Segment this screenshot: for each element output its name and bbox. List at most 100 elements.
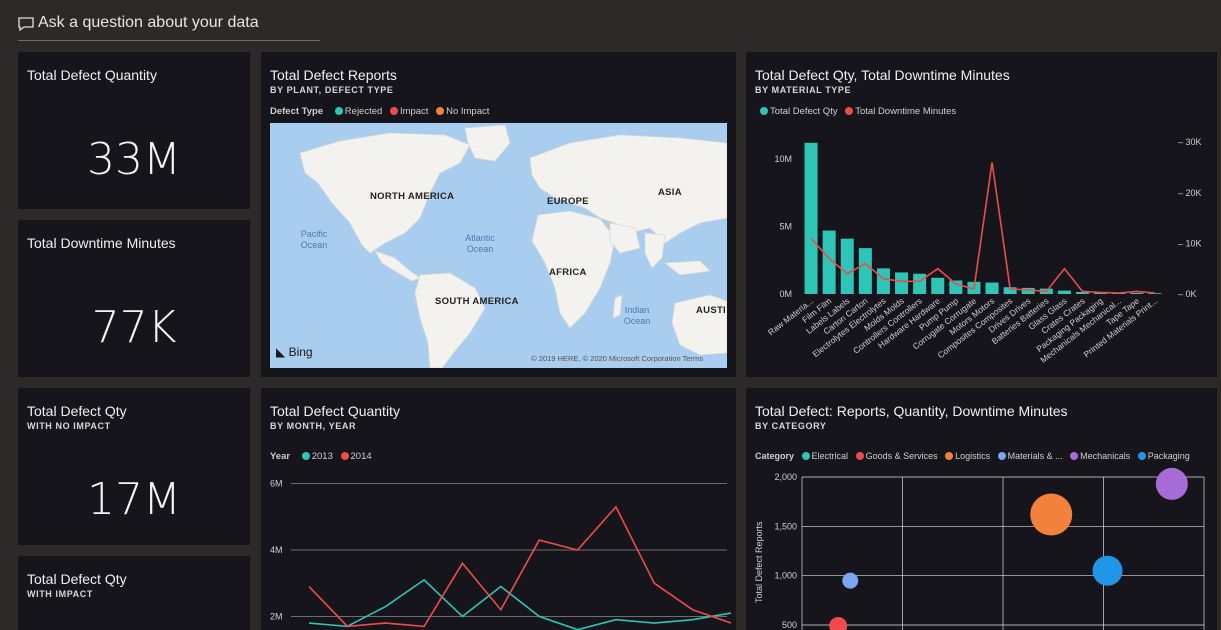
category-chart-tile[interactable]: Total Defect: Reports, Quantity, Downtim…	[746, 388, 1217, 630]
bubble	[829, 616, 848, 630]
continent-label: AUSTI	[696, 305, 726, 316]
y-tick-right: – 10K	[1178, 238, 1202, 248]
scatter-chart[interactable]: 2,000 1,500 1,000 500 Total Defect Reports	[746, 388, 1217, 630]
continent-label: SOUTH AMERICA	[435, 296, 519, 307]
legend-dot	[945, 452, 954, 460]
month-chart-tile[interactable]: Total Defect Quantity BY MONTH, YEAR Yea…	[261, 388, 736, 630]
tile-title: Total Downtime Minutes	[27, 235, 176, 251]
tile-title: Total Defect Qty	[27, 571, 127, 587]
chart-legend: Year 2013 2014	[270, 451, 372, 462]
y-tick-right: – 20K	[1178, 188, 1202, 198]
legend-dot	[340, 452, 349, 460]
line-chart[interactable]: 6M 4M 2M	[261, 388, 736, 630]
bar	[858, 248, 872, 294]
legend-dot	[334, 107, 343, 115]
legend-item: Total Defect Qty	[770, 106, 838, 117]
chart-legend: Total Defect Qty Total Downtime Minutes	[755, 106, 956, 117]
bar	[1003, 287, 1017, 294]
y-tick-left: 5M	[779, 222, 792, 232]
legend-dot	[389, 107, 398, 115]
bubble	[1092, 555, 1123, 586]
legend-item: 2013	[311, 451, 333, 462]
legend-dot	[1070, 452, 1079, 460]
ocean-label: Indian Ocean	[623, 305, 651, 326]
tile-title: Total Defect Qty	[27, 403, 127, 419]
legend-dot	[760, 107, 768, 115]
line-series	[810, 162, 1156, 294]
y-tick-label: 1,500	[774, 521, 797, 531]
bar	[913, 273, 927, 294]
y-tick-label: 2,000	[774, 472, 797, 482]
tile-subtitle: BY MATERIAL TYPE	[755, 85, 852, 95]
bar	[1021, 287, 1035, 294]
kpi-tile-no-impact[interactable]: Total Defect Qty WITH NO IMPACT 17M	[18, 388, 250, 545]
legend-item: 2014	[350, 451, 372, 462]
bar	[1130, 292, 1144, 294]
kpi-value: 17M	[87, 474, 181, 525]
legend-label: Category	[755, 451, 795, 461]
bar	[985, 282, 999, 294]
y-tick-left: 10M	[774, 154, 792, 164]
map-copyright[interactable]: © 2019 HERE, © 2020 Microsoft Corporatio…	[531, 354, 703, 363]
y-tick-right: – 0K	[1178, 289, 1197, 299]
legend-item: Electrical	[811, 451, 849, 461]
legend-dot	[855, 452, 864, 460]
bing-brand: Bing	[288, 345, 313, 359]
legend-dot	[845, 107, 854, 115]
bar	[895, 272, 909, 294]
qa-question-box[interactable]: Ask a question about your data	[18, 12, 320, 41]
legend-item: Impact	[399, 106, 429, 117]
bubble	[1030, 493, 1073, 536]
y-axis-label: Total Defect Reports	[754, 521, 764, 603]
y-tick-label: 6M	[270, 479, 283, 489]
legend-item: Packaging	[1147, 451, 1190, 461]
legend-item: Total Downtime Minutes	[855, 106, 957, 117]
bar	[876, 268, 890, 294]
tile-subtitle: BY PLANT, DEFECT TYPE	[270, 85, 394, 95]
continent-label: ASIA	[658, 187, 682, 198]
legend-dot	[301, 452, 310, 460]
legend-item: Materials & ...	[1007, 451, 1063, 461]
y-tick-label: 4M	[270, 545, 283, 555]
y-tick-label: 1,000	[774, 571, 797, 581]
bar	[949, 280, 963, 294]
y-tick-right: – 30K	[1178, 137, 1202, 147]
world-map[interactable]: NORTH AMERICA EUROPE ASIA AFRICA SOUTH A…	[270, 123, 727, 368]
legend-dot	[436, 107, 445, 115]
map-tile[interactable]: Total Defect Reports BY PLANT, DEFECT TY…	[261, 52, 736, 377]
kpi-tile-with-impact[interactable]: Total Defect Qty WITH IMPACT	[18, 556, 250, 630]
tile-title: Total Defect Quantity	[27, 67, 157, 83]
bar	[840, 238, 854, 294]
tile-title: Total Defect Qty, Total Downtime Minutes	[755, 67, 1010, 83]
bar	[822, 230, 836, 294]
tile-subtitle: BY CATEGORY	[755, 421, 827, 431]
legend-item: Rejected	[344, 106, 383, 117]
continent-label: AFRICA	[549, 267, 587, 278]
kpi-tile-defect-qty[interactable]: Total Defect Quantity 33M	[18, 52, 250, 209]
material-chart-tile[interactable]: Total Defect Qty, Total Downtime Minutes…	[746, 52, 1217, 377]
continent-label: NORTH AMERICA	[370, 191, 455, 202]
bar	[1076, 291, 1090, 294]
map-land	[299, 124, 727, 368]
bar	[931, 277, 945, 294]
kpi-tile-downtime[interactable]: Total Downtime Minutes 77K	[18, 220, 250, 377]
chart-legend: Category Electrical Goods & Services Log…	[755, 451, 1190, 461]
tile-subtitle: BY MONTH, YEAR	[270, 421, 357, 431]
legend-item: Logistics	[955, 451, 991, 461]
ocean-label: Atlantic Ocean	[465, 233, 495, 254]
legend-label: Defect Type	[270, 106, 324, 117]
bing-logo: ◣ Bing	[276, 345, 313, 359]
kpi-value: 77K	[91, 302, 177, 353]
y-tick-label: 2M	[270, 611, 283, 621]
bar	[1057, 290, 1071, 294]
legend-item: Mechanicals	[1080, 451, 1131, 461]
tile-subtitle: WITH NO IMPACT	[27, 421, 111, 431]
y-tick-label: 500	[782, 620, 797, 630]
map-legend: Defect Type Rejected Impact No Impact	[270, 106, 489, 117]
legend-dot	[801, 452, 810, 460]
line-series	[308, 505, 732, 628]
ocean-label: Pacific Ocean	[300, 229, 328, 250]
tile-title: Total Defect Quantity	[270, 403, 400, 419]
bar	[804, 142, 818, 294]
